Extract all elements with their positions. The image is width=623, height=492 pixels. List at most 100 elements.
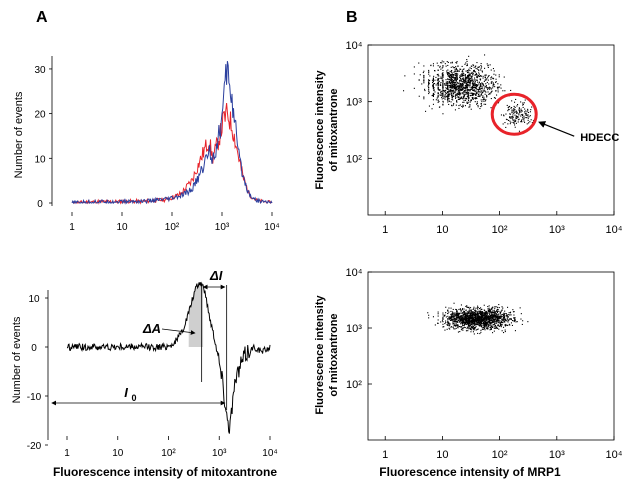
b-top-point [458, 105, 460, 107]
b-top-point [446, 72, 448, 74]
b-bot-point [447, 322, 449, 324]
b-top-point [474, 82, 476, 84]
b-bot-point [467, 313, 469, 315]
b-top-point [455, 76, 457, 78]
b-top-point [449, 74, 451, 76]
b-top-point [455, 84, 457, 86]
b-bot-point [452, 318, 454, 320]
b-bot-point [481, 308, 483, 310]
b-top-point [470, 87, 472, 89]
b-top-point [512, 117, 514, 119]
b-top-point [448, 90, 450, 92]
b-bot-point [476, 313, 478, 315]
b-top-point [469, 67, 471, 69]
b-top-point [512, 110, 514, 112]
b-bot-point [470, 323, 472, 325]
b-bot-point [485, 316, 487, 318]
b-top-point [447, 74, 449, 76]
b-bot-point [506, 314, 508, 316]
b-top-point [469, 82, 471, 84]
b-top-point [476, 76, 478, 78]
b-top-point [423, 80, 425, 82]
b-bot-point [467, 316, 469, 318]
b-bot-point [445, 316, 447, 318]
b-top-point [454, 77, 456, 79]
b-top-point [468, 92, 470, 94]
b-top-point [446, 83, 448, 85]
b-bot-point [491, 317, 493, 319]
b-bot-point [495, 315, 497, 317]
b-top-point [479, 85, 481, 87]
b-bot-point [490, 309, 492, 311]
b-bot-point [492, 316, 494, 318]
b-top-point [449, 93, 451, 95]
b-top-point [479, 79, 481, 81]
b-bot-point [499, 325, 501, 327]
b-top-point [495, 81, 497, 83]
b-top-point [487, 77, 489, 79]
b-top-point [453, 74, 455, 76]
b-top-point [502, 90, 504, 92]
b-top-point [497, 87, 499, 89]
b-bot-point [485, 310, 487, 312]
b-bot-ytick-label: 10³ [346, 323, 362, 335]
b-top-point [454, 87, 456, 89]
b-bot-point [468, 312, 470, 314]
b-top-point [444, 83, 446, 85]
b-bot-point [452, 323, 454, 325]
b-bot-point [454, 320, 456, 322]
b-top-point [437, 88, 439, 90]
b-bot-point [492, 332, 494, 334]
b-bot-point [480, 321, 482, 323]
b-bot-point [481, 314, 483, 316]
b-bot-point [444, 323, 446, 325]
b-bot-point [462, 328, 464, 330]
b-top-point [470, 81, 472, 83]
chart-b-top: Fluorescence intensity of mitoxantrone 1… [314, 40, 623, 236]
b-bot-point [502, 314, 504, 316]
b-top-point [471, 80, 473, 82]
b-bot-point [491, 312, 493, 314]
b-bot-point [486, 319, 488, 321]
b-top-point [439, 66, 441, 68]
b-bot-point [481, 314, 483, 316]
b-top-point [429, 75, 431, 77]
b-bot-point [471, 311, 473, 313]
b-bot-point [465, 319, 467, 321]
b-top-point [431, 95, 433, 97]
b-bot-point [463, 310, 465, 312]
b-top-point [511, 107, 513, 109]
b-bot-point [498, 318, 500, 320]
b-top-point [447, 101, 449, 103]
b-bot-point [473, 322, 475, 324]
b-bot-point [489, 315, 491, 317]
b-top-point [475, 86, 477, 88]
b-top-point [532, 120, 534, 122]
b-bot-point [473, 328, 475, 330]
b-top-point [483, 98, 485, 100]
b-bot-point [449, 316, 451, 318]
b-bot-point [500, 314, 502, 316]
b-top-point [459, 75, 461, 77]
b-bot-point [480, 331, 482, 333]
b-top-point [505, 118, 507, 120]
b-top-point [526, 114, 528, 116]
a-bottom-xlabel: Fluorescence intensity of mitoxantrone [53, 465, 277, 479]
b-top-point [516, 116, 518, 118]
b-top-ytick-label: 10² [346, 153, 362, 165]
b-top-point [447, 78, 449, 80]
b-top-point [479, 108, 481, 110]
b-top-point [421, 83, 423, 85]
b-bot-point [458, 315, 460, 317]
b-bot-point [448, 317, 450, 319]
b-bot-point [486, 317, 488, 319]
b-bot-point [483, 315, 485, 317]
b-bot-point [488, 305, 490, 307]
b-bot-point [477, 308, 479, 310]
b-top-point [452, 80, 454, 82]
b-bot-point [470, 331, 472, 333]
b-bot-point [482, 322, 484, 324]
b-top-point [432, 85, 434, 87]
b-top-point [484, 86, 486, 88]
b-bot-point [507, 321, 509, 323]
